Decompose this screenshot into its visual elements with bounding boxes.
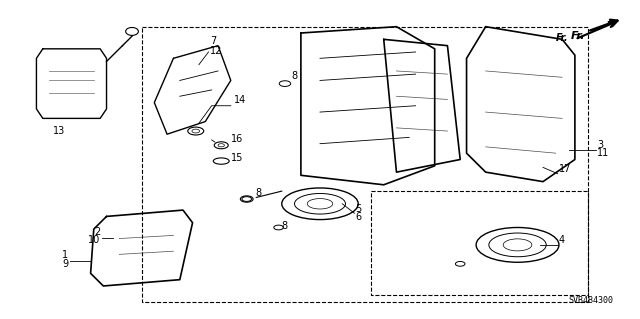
Text: 3: 3 xyxy=(597,140,604,151)
Text: 8: 8 xyxy=(282,221,288,231)
Text: 15: 15 xyxy=(231,153,243,163)
Text: 13: 13 xyxy=(52,126,65,136)
Text: 10: 10 xyxy=(88,235,100,245)
Text: SVB4B4300: SVB4B4300 xyxy=(568,296,613,305)
Text: 6: 6 xyxy=(355,211,361,222)
Text: 1: 1 xyxy=(62,249,68,260)
Text: Fr.: Fr. xyxy=(556,33,568,43)
Text: 11: 11 xyxy=(597,148,609,158)
Text: 8: 8 xyxy=(255,188,261,198)
Text: 5: 5 xyxy=(355,204,362,214)
Text: 7: 7 xyxy=(210,36,216,46)
Text: 8: 8 xyxy=(291,71,298,81)
Text: 12: 12 xyxy=(210,46,222,56)
Text: 2: 2 xyxy=(94,227,100,237)
Text: 17: 17 xyxy=(559,164,572,174)
Text: Fr.: Fr. xyxy=(571,31,586,41)
Bar xyxy=(141,27,588,302)
Text: 9: 9 xyxy=(62,259,68,269)
Text: 16: 16 xyxy=(231,134,243,144)
Text: 14: 14 xyxy=(234,94,246,105)
Text: 4: 4 xyxy=(559,235,565,245)
